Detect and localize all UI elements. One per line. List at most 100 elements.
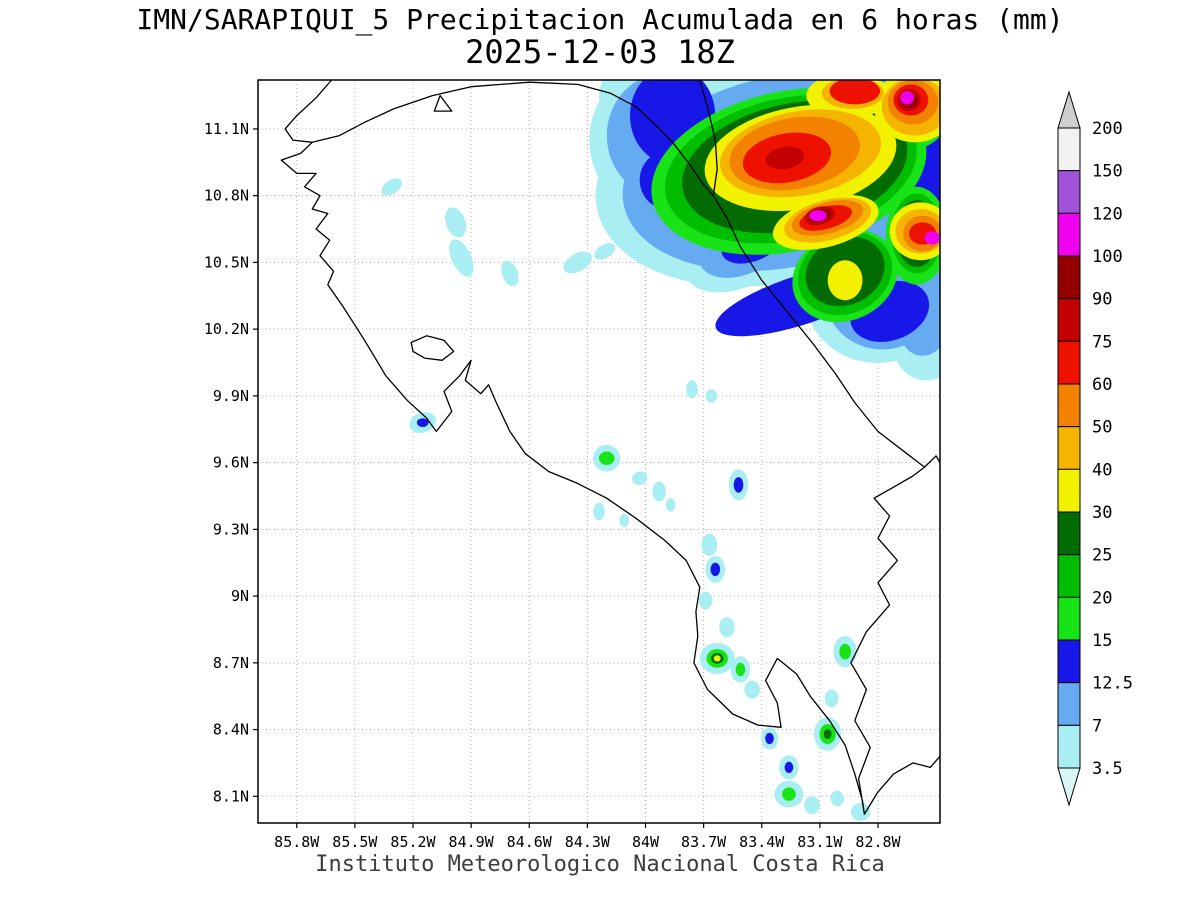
- colorbar-label: 200: [1092, 119, 1123, 139]
- lon-tick-label: 84W: [632, 833, 660, 851]
- colorbar-segment-3.5: [1057, 724, 1081, 769]
- precip-shading: [381, 80, 940, 821]
- colorbar-segment-30: [1057, 468, 1081, 513]
- colorbar-label: 90: [1092, 290, 1112, 310]
- map-title: IMN/SARAPIQUI_5 Precipitacion Acumulada …: [136, 3, 1064, 36]
- precip-blob-3.5mm: [665, 498, 676, 512]
- precip-blob-3.5mm: [698, 591, 713, 610]
- colorbar-label: 75: [1092, 332, 1112, 352]
- coastline-path: [863, 755, 940, 815]
- lat-tick-label: 10.8N: [204, 187, 249, 205]
- precip-blob-75mm: [765, 146, 805, 170]
- precip-blob-3.5mm: [445, 207, 467, 238]
- precip-blob-3.5mm: [705, 389, 718, 403]
- colorbar-label: 150: [1092, 162, 1123, 182]
- lat-tick-label: 11.1N: [204, 120, 249, 138]
- lat-tick-label: 9.9N: [213, 387, 249, 405]
- colorbar-label: 60: [1092, 375, 1112, 395]
- coastlines: [280, 80, 940, 815]
- coastline-path: [923, 455, 940, 468]
- coastline-path: [699, 80, 718, 197]
- precip-blob-3.5mm: [830, 790, 845, 807]
- colorbar-segment-15: [1057, 596, 1081, 641]
- precip-blob-100mm: [924, 231, 940, 245]
- lat-tick-label: 10.5N: [204, 253, 249, 271]
- precip-blob-3.5mm: [632, 471, 648, 486]
- colorbar-segment-7: [1057, 682, 1081, 726]
- colorbar-label: 15: [1092, 631, 1112, 651]
- map-frame: [257, 79, 941, 824]
- lon-tick-label: 84.6W: [507, 833, 553, 851]
- precip-blob-3.5mm: [652, 481, 666, 502]
- colorbar-label: 12.5: [1092, 674, 1133, 694]
- lon-tick-label: 83.7W: [681, 833, 727, 851]
- lon-tick-label: 84.3W: [565, 833, 611, 851]
- coastline-path: [280, 80, 926, 815]
- colorbar-segment-50: [1057, 383, 1081, 428]
- lat-tick-label: 8.1N: [213, 787, 249, 805]
- precip-blob-3.5mm: [686, 380, 698, 399]
- precip-blob-3.5mm: [449, 239, 474, 277]
- coastline-path: [410, 335, 455, 361]
- colorbar-arrow-top: [1057, 90, 1081, 129]
- precip-blob-100mm: [900, 91, 914, 105]
- precip-blob-60mm: [829, 80, 880, 105]
- precip-blob-3.5mm: [594, 243, 616, 260]
- lon-tick-label: 83.1W: [797, 833, 843, 851]
- precip-blob-3.5mm: [850, 803, 871, 821]
- lon-tick-label: 82.8W: [855, 833, 901, 851]
- precip-blob-3.5mm: [824, 689, 839, 708]
- lat-tick-label: 9.3N: [213, 520, 249, 538]
- colorbar-arrow-bottom: [1057, 767, 1081, 807]
- precip-blob-15mm: [839, 643, 851, 660]
- precip-blob-15mm: [782, 787, 796, 801]
- colorbar-segment-40: [1057, 426, 1081, 470]
- colorbar-segment-75: [1057, 298, 1081, 342]
- colorbar-segment-100: [1057, 212, 1081, 257]
- colorbar: 200 150 120 100 90 75 60 50 40 30 25 20 15 12.5 7 3.5: [1057, 90, 1133, 807]
- precip-blob-15mm: [735, 662, 746, 677]
- footer-attribution: Instituto Meteorologico Nacional Costa R…: [315, 852, 885, 877]
- colorbar-label: 25: [1092, 546, 1112, 566]
- lon-tick-label: 85.8W: [274, 833, 320, 851]
- colorbar-segment-60: [1057, 340, 1081, 385]
- lon-tick-label: 85.2W: [390, 833, 436, 851]
- colorbar-segment-120: [1057, 170, 1081, 214]
- lat-tick-label: 9N: [231, 587, 249, 605]
- precip-blob-3.5mm: [619, 513, 629, 528]
- precip-blob-100mm: [809, 210, 827, 222]
- lat-tick-label: 8.4N: [213, 721, 249, 739]
- colorbar-label: 50: [1092, 418, 1112, 438]
- colorbar-segment-150: [1057, 127, 1081, 172]
- precip-blob-30mm: [827, 260, 863, 301]
- precip-blob-12.5mm: [710, 562, 721, 577]
- precip-blob-3.5mm: [381, 178, 402, 196]
- colorbar-label: 40: [1092, 460, 1112, 480]
- colorbar-label: 30: [1092, 503, 1112, 523]
- lon-tick-label: 83.4W: [739, 833, 785, 851]
- precip-blob-3.5mm: [804, 796, 820, 815]
- lon-tick-label: 85.5W: [332, 833, 378, 851]
- lat-tick-label: 9.6N: [213, 454, 249, 472]
- colorbar-label: 7: [1092, 716, 1102, 736]
- precip-blob-12.5mm: [784, 761, 794, 774]
- coastline-path: [433, 94, 453, 112]
- colorbar-segment-12.5: [1057, 639, 1081, 684]
- precip-blob-15mm: [598, 451, 615, 465]
- colorbar-segment-90: [1057, 255, 1081, 300]
- lat-tick-label: 8.7N: [213, 654, 249, 672]
- colorbar-segment-20: [1057, 554, 1081, 598]
- colorbar-label: 20: [1092, 588, 1112, 608]
- colorbar-label: 100: [1092, 247, 1123, 267]
- precip-blob-3.5mm: [501, 260, 519, 287]
- precip-blob-3.5mm: [744, 680, 760, 699]
- precip-blob-30mm: [713, 655, 721, 662]
- colorbar-segment-25: [1057, 511, 1081, 556]
- colorbar-label: 3.5: [1092, 759, 1123, 779]
- map-datetime: 2025-12-03 18Z: [465, 33, 735, 71]
- precip-blob-12.5mm: [416, 418, 429, 427]
- precip-blob-12.5mm: [765, 732, 774, 745]
- lat-tick-label: 10.2N: [204, 320, 249, 338]
